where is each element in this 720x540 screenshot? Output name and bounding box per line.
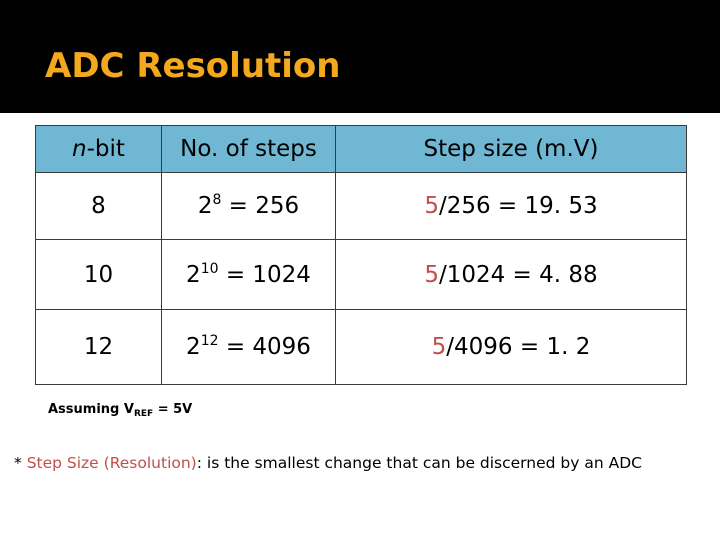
header-nbit: n-bit	[35, 125, 162, 173]
adc-resolution-table: n-bit No. of steps Step size (m.V) 8 28 …	[35, 125, 687, 385]
stepsize-numerator: 5	[431, 334, 447, 360]
cell-stepsize: 5/256 = 19. 53	[335, 172, 687, 240]
assumption-suffix: = 5V	[153, 402, 193, 417]
cell-stepsize: 5/1024 = 4. 88	[335, 239, 687, 310]
table-row: 12 212 = 4096 5/4096 = 1. 2	[35, 309, 687, 385]
header-stepsize: Step size (m.V)	[335, 125, 687, 173]
vref-assumption: Assuming VREF = 5V	[48, 402, 193, 419]
cell-steps: 212 = 4096	[161, 309, 336, 385]
step-size-footnote: * Step Size (Resolution): is the smalles…	[14, 454, 718, 472]
cell-stepsize: 5/4096 = 1. 2	[335, 309, 687, 385]
stepsize-numerator: 5	[424, 193, 439, 219]
footnote-text: : is the smallest change that can be dis…	[196, 454, 642, 472]
cell-nbit: 12	[35, 309, 162, 385]
assumption-prefix: Assuming V	[48, 402, 134, 417]
page-title: ADC Resolution	[45, 46, 341, 86]
stepsize-numerator: 5	[424, 261, 439, 288]
cell-nbit: 8	[35, 172, 162, 240]
steps-exponent: 10	[200, 260, 219, 277]
table-row: 10 210 = 1024 5/1024 = 4. 88	[35, 239, 687, 310]
table-header-row: n-bit No. of steps Step size (m.V)	[35, 125, 687, 173]
cell-steps: 28 = 256	[161, 172, 336, 240]
cell-steps: 210 = 1024	[161, 239, 336, 310]
steps-value: = 256	[221, 193, 300, 219]
steps-base: 2	[186, 261, 201, 288]
steps-base: 2	[186, 334, 201, 360]
footnote-star: *	[14, 454, 27, 472]
assumption-subscript: REF	[133, 409, 154, 419]
title-bar	[0, 0, 720, 113]
stepsize-value: /4096 = 1. 2	[446, 334, 591, 360]
steps-exponent: 8	[212, 192, 222, 208]
steps-base: 2	[197, 193, 213, 219]
steps-exponent: 12	[200, 333, 219, 349]
cell-nbit: 10	[35, 239, 162, 310]
header-nbit-rest: -bit	[86, 136, 125, 162]
header-nbit-italic: n	[72, 136, 87, 162]
stepsize-value: /1024 = 4. 88	[438, 261, 598, 288]
header-steps: No. of steps	[161, 125, 336, 173]
table-row: 8 28 = 256 5/256 = 19. 53	[35, 172, 687, 240]
steps-value: = 4096	[218, 334, 311, 360]
footnote-term: Step Size (Resolution)	[26, 454, 197, 472]
stepsize-value: /256 = 19. 53	[438, 193, 598, 219]
steps-value: = 1024	[218, 261, 311, 288]
